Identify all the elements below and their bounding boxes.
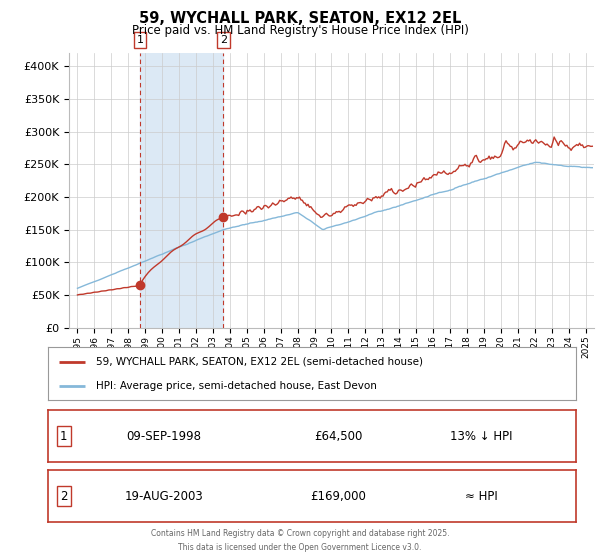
Text: Price paid vs. HM Land Registry's House Price Index (HPI): Price paid vs. HM Land Registry's House … — [131, 24, 469, 36]
Text: 2: 2 — [60, 489, 68, 503]
Text: ≈ HPI: ≈ HPI — [464, 489, 497, 503]
Text: 59, WYCHALL PARK, SEATON, EX12 2EL (semi-detached house): 59, WYCHALL PARK, SEATON, EX12 2EL (semi… — [95, 357, 422, 367]
Text: 19-AUG-2003: 19-AUG-2003 — [125, 489, 203, 503]
Text: 59, WYCHALL PARK, SEATON, EX12 2EL: 59, WYCHALL PARK, SEATON, EX12 2EL — [139, 11, 461, 26]
Text: This data is licensed under the Open Government Licence v3.0.: This data is licensed under the Open Gov… — [178, 543, 422, 552]
Text: 09-SEP-1998: 09-SEP-1998 — [127, 430, 202, 443]
Bar — [140, 53, 223, 328]
Text: 1: 1 — [60, 430, 68, 443]
Text: 2: 2 — [220, 35, 227, 45]
Text: £64,500: £64,500 — [314, 430, 362, 443]
Text: Contains HM Land Registry data © Crown copyright and database right 2025.: Contains HM Land Registry data © Crown c… — [151, 529, 449, 538]
Text: £169,000: £169,000 — [310, 489, 367, 503]
Text: 1: 1 — [137, 35, 143, 45]
Text: HPI: Average price, semi-detached house, East Devon: HPI: Average price, semi-detached house,… — [95, 381, 376, 391]
Text: 13% ↓ HPI: 13% ↓ HPI — [450, 430, 512, 443]
